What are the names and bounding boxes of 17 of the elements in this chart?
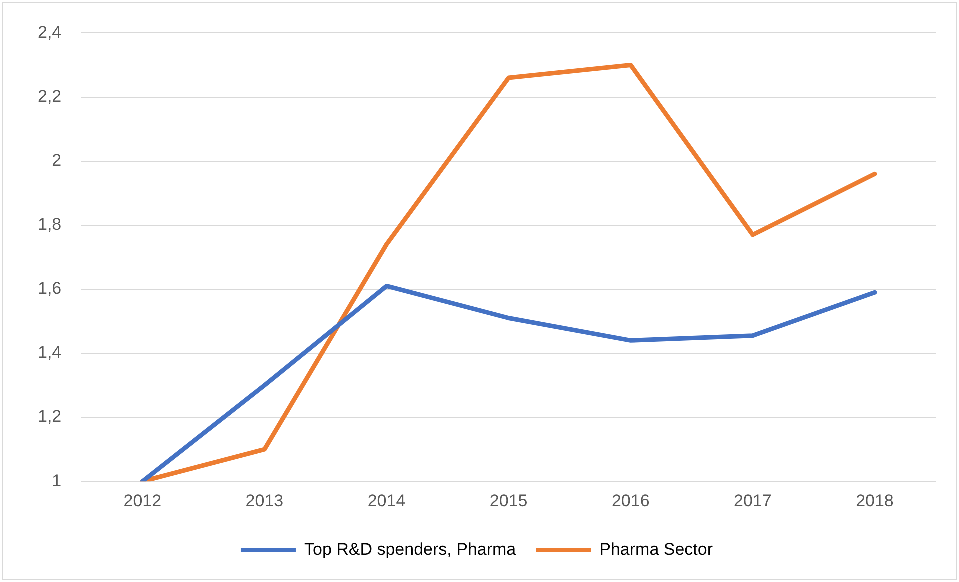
y-tick-label: 1 [52,471,62,490]
y-tick-label: 1,8 [38,215,62,234]
x-tick-label: 2013 [246,491,284,510]
x-tick-label: 2012 [124,491,162,510]
y-tick-label: 1,2 [38,407,62,426]
x-tick-label: 2016 [612,491,650,510]
legend-label: Top R&D spenders, Pharma [304,540,517,560]
x-tick-label: 2018 [856,491,894,510]
y-tick-label: 2,4 [38,22,62,42]
legend-label: Pharma Sector [600,540,714,560]
y-tick-label: 1,4 [38,343,62,362]
y-tick-label: 1,6 [38,279,62,298]
y-tick-label: 2,2 [38,86,62,106]
x-tick-label: 2017 [734,491,772,510]
y-tick-label: 2 [52,151,62,170]
x-tick-label: 2015 [490,491,528,510]
x-tick-label: 2014 [368,491,406,510]
